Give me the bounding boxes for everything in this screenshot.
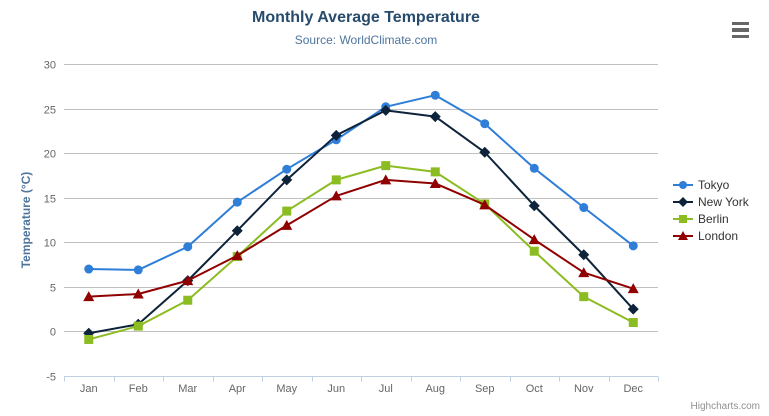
series-marker-london — [380, 174, 392, 185]
series-marker-london — [528, 234, 540, 245]
series-marker-london — [578, 267, 590, 278]
series-marker-berlin — [381, 161, 391, 171]
x-axis-label: Feb — [129, 383, 148, 395]
series-marker-new-york — [578, 249, 590, 261]
y-axis-label: 15 — [44, 194, 56, 206]
series-marker-tokyo — [430, 90, 440, 100]
y-axis-label: 25 — [44, 105, 56, 117]
x-axis-label: Apr — [229, 383, 246, 395]
series-line-london — [87, 178, 635, 298]
legend-symbol-diamond — [673, 196, 693, 207]
hamburger-bar — [732, 22, 749, 26]
series-line-berlin — [87, 164, 635, 341]
series-marker-tokyo — [133, 265, 143, 275]
series-marker-new-york — [429, 111, 441, 123]
series-marker-tokyo — [529, 163, 539, 173]
series-marker-london — [330, 190, 342, 201]
x-axis-label: May — [276, 383, 297, 395]
y-axis-label: 10 — [44, 238, 56, 250]
series-line-tokyo — [87, 94, 635, 271]
x-axis-label: Jul — [379, 383, 393, 395]
series-marker-london — [83, 291, 95, 302]
series-marker-new-york — [231, 225, 243, 237]
legend-marker — [679, 214, 687, 223]
series-marker-berlin — [430, 167, 440, 177]
hamburger-bar — [732, 34, 749, 38]
y-axis-label: 5 — [50, 283, 56, 295]
series-marker-new-york — [281, 174, 293, 186]
series-marker-new-york — [479, 146, 491, 158]
legend-symbol-circle — [673, 180, 693, 189]
y-axis-label: 0 — [50, 327, 56, 339]
x-axis-label: Sep — [475, 383, 495, 395]
series-marker-new-york — [627, 303, 639, 315]
hamburger-icon — [732, 22, 749, 38]
series-marker-tokyo — [232, 197, 242, 207]
y-axis-label: -5 — [46, 372, 56, 384]
legend-marker — [678, 230, 688, 240]
series-marker-tokyo — [282, 164, 292, 174]
y-axis-label: 20 — [44, 149, 56, 161]
x-axis-label: Mar — [178, 383, 197, 395]
legend-item-tokyo[interactable]: Tokyo — [673, 176, 749, 193]
series-marker-london — [182, 275, 194, 286]
series-marker-berlin — [529, 246, 539, 256]
legend-label: Tokyo — [698, 177, 730, 192]
y-axis-title: Temperature (°C) — [19, 172, 33, 269]
series-marker-tokyo — [579, 203, 589, 213]
series-marker-london — [281, 219, 293, 230]
series-marker-berlin — [84, 334, 94, 344]
x-axis-label: Jan — [80, 383, 98, 395]
series-marker-tokyo — [628, 241, 638, 251]
legend-item-london[interactable]: London — [673, 227, 749, 244]
chart-subtitle: Source: WorldClimate.com — [294, 33, 438, 47]
y-axis-label: 30 — [44, 60, 56, 72]
legend-label: London — [698, 228, 739, 243]
series-marker-london — [627, 283, 639, 294]
series-marker-berlin — [183, 295, 193, 305]
legend-symbol-square — [673, 214, 693, 223]
series-marker-london — [479, 199, 491, 210]
series-marker-berlin — [628, 318, 638, 328]
series-marker-berlin — [133, 321, 143, 331]
series-marker-berlin — [331, 175, 341, 185]
series-marker-tokyo — [183, 242, 193, 252]
x-axis-label: Oct — [526, 383, 543, 395]
legend-marker — [679, 180, 687, 189]
legend-item-new-york[interactable]: New York — [673, 193, 749, 210]
chart-title: Monthly Average Temperature — [252, 9, 480, 26]
series-marker-tokyo — [480, 119, 490, 129]
x-axis-label: Nov — [574, 383, 594, 395]
series-marker-berlin — [282, 206, 292, 216]
legend-label: New York — [698, 194, 749, 209]
legend-symbol-triangle — [673, 230, 693, 240]
series-marker-new-york — [528, 200, 540, 212]
hamburger-bar — [732, 28, 749, 32]
legend-item-berlin[interactable]: Berlin — [673, 210, 749, 227]
context-menu-button[interactable] — [732, 22, 749, 38]
series-line-new-york — [87, 109, 635, 335]
series-marker-london — [231, 250, 243, 261]
series-marker-new-york — [330, 129, 342, 141]
x-axis-label: Jun — [327, 383, 345, 395]
series-marker-london — [132, 288, 144, 299]
highcharts-credit[interactable]: Highcharts.com — [690, 401, 760, 412]
legend: Tokyo New York Berlin London — [673, 176, 749, 244]
x-axis-label: Dec — [623, 383, 643, 395]
series-marker-tokyo — [84, 264, 94, 274]
x-axis-label: Aug — [425, 383, 445, 395]
legend-marker — [678, 196, 688, 207]
series-marker-berlin — [579, 292, 589, 302]
series-marker-london — [429, 177, 441, 188]
series-marker-new-york — [380, 104, 392, 116]
legend-label: Berlin — [698, 211, 729, 226]
